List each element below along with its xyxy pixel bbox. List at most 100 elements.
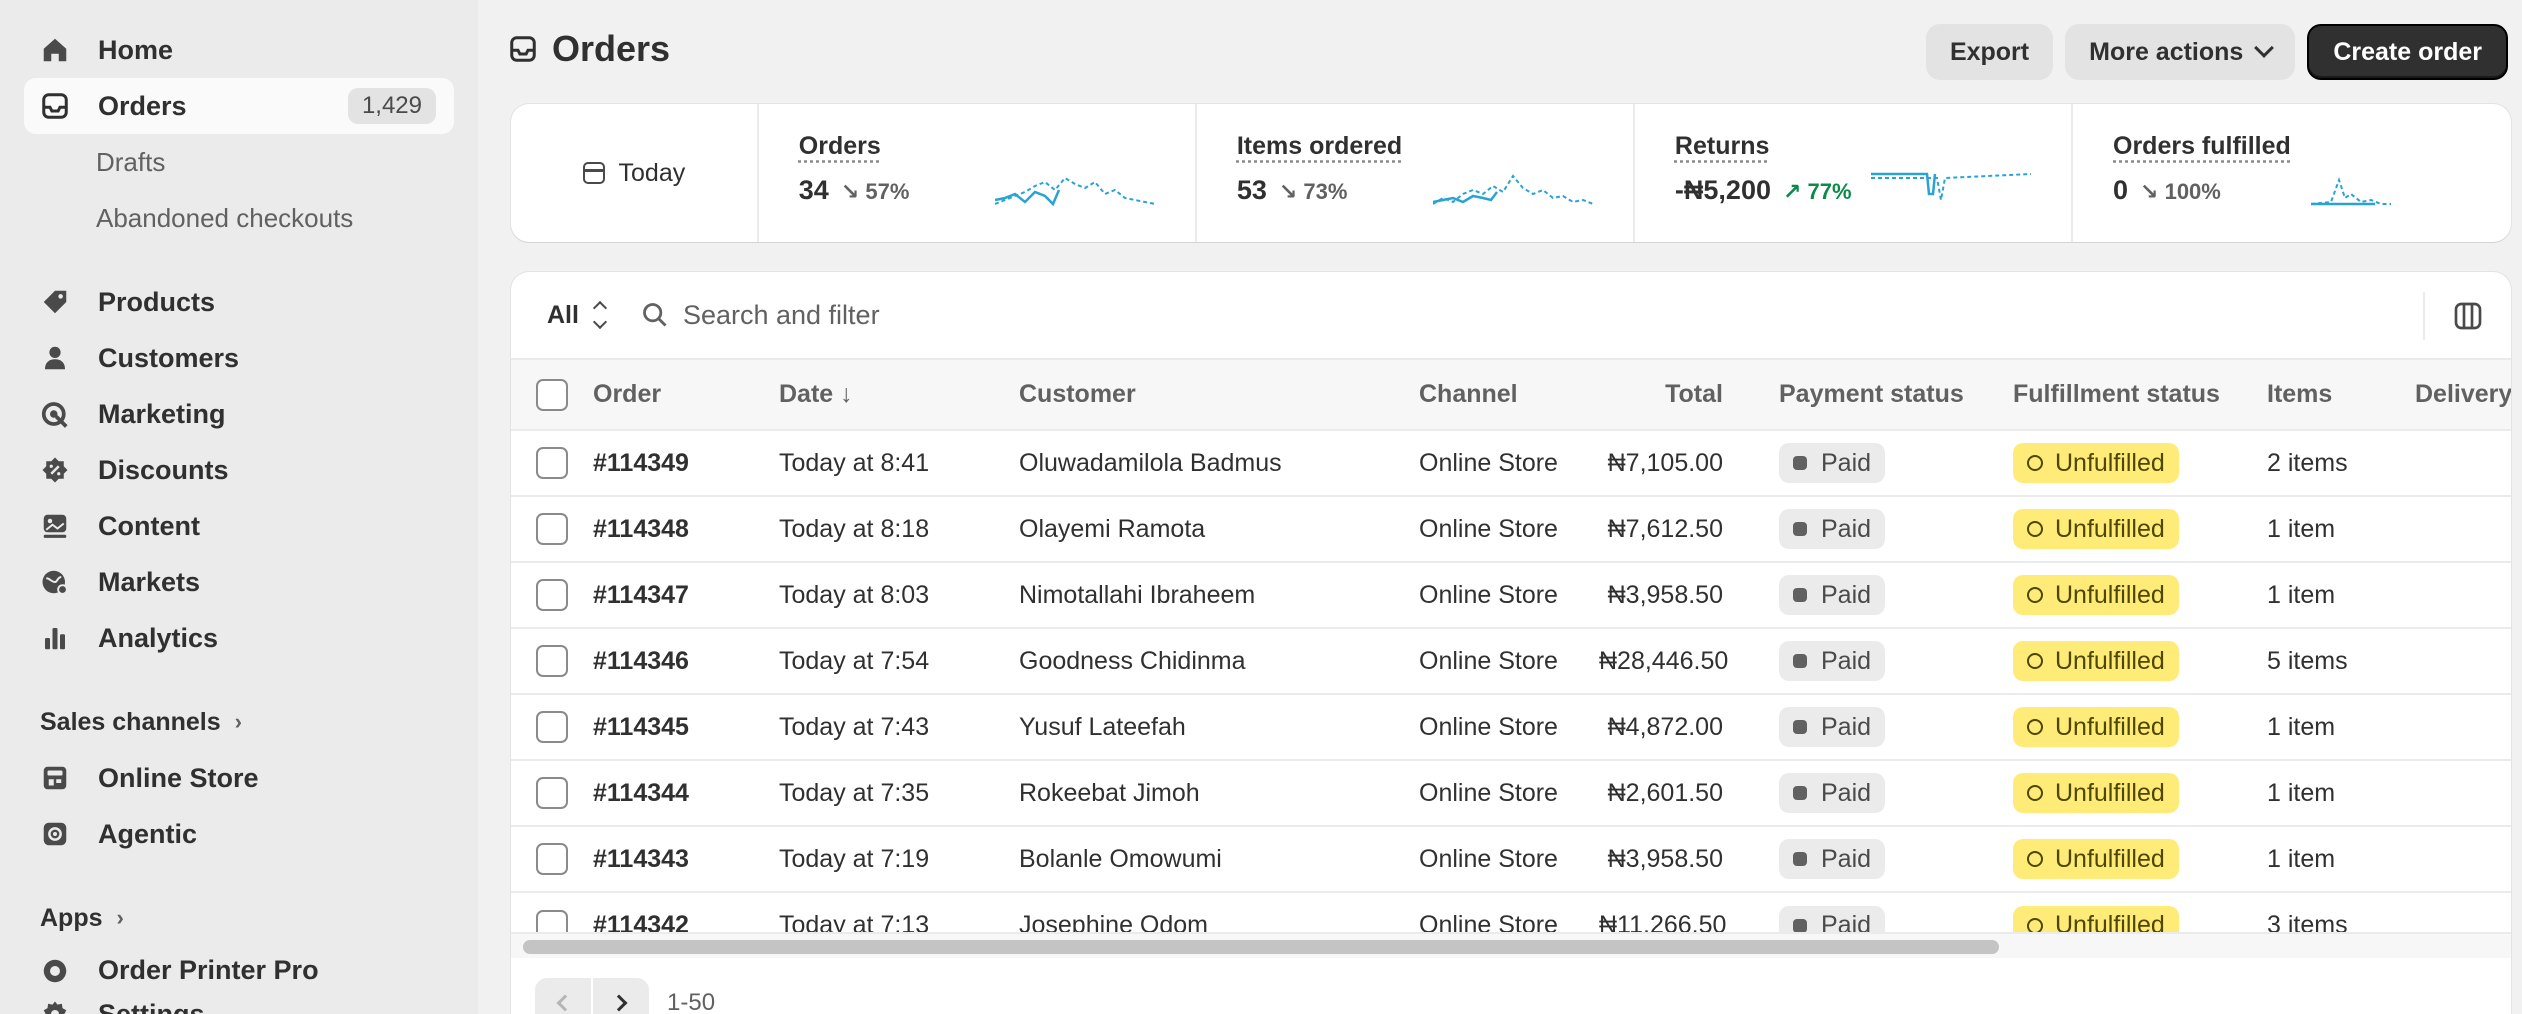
column-header-fulfillment-status[interactable]: Fulfillment status <box>2013 380 2220 408</box>
select-all-checkbox[interactable] <box>536 378 568 411</box>
chevron-right-icon <box>610 994 628 1012</box>
sidebar-item-marketing[interactable]: Marketing <box>24 386 454 442</box>
fulfillment-status-badge: Unfulfilled <box>2013 575 2179 615</box>
horizontal-scrollbar[interactable] <box>511 932 2511 958</box>
order-number[interactable]: #114348 <box>593 514 689 543</box>
column-header-channel[interactable]: Channel <box>1419 380 1518 408</box>
fulfillment-status-label: Unfulfilled <box>2055 712 2165 741</box>
order-number[interactable]: #114345 <box>593 712 689 741</box>
home-icon <box>40 35 70 65</box>
table-row[interactable]: #114345 Today at 7:43 Yusuf Lateefah Online… <box>511 694 2511 760</box>
payment-status-badge: Paid <box>1779 707 1886 747</box>
view-label: All <box>547 300 579 329</box>
chevron-right-icon: › <box>234 709 242 734</box>
column-header-delivery[interactable]: Delivery <box>2415 380 2511 408</box>
sidebar-item-analytics[interactable]: Analytics <box>24 610 454 666</box>
metric-items-ordered[interactable]: Items ordered 53 ↘ 73% <box>1197 104 1635 242</box>
inbox-icon <box>510 36 536 62</box>
column-header-order[interactable]: Order <box>593 380 662 408</box>
customer-name: Yusuf Lateefah <box>1019 712 1186 741</box>
order-number[interactable]: #114347 <box>593 580 689 609</box>
status-dot-icon <box>1793 852 1807 866</box>
apps-label: Apps <box>40 903 103 932</box>
order-number[interactable]: #114346 <box>593 646 689 675</box>
sidebar-item-online-store[interactable]: Online Store <box>24 750 454 806</box>
table-row[interactable]: #114346 Today at 7:54 Goodness Chidinma Onl… <box>511 628 2511 694</box>
search-input[interactable]: Search and filter <box>641 300 880 331</box>
sidebar-item-home[interactable]: Home <box>24 22 454 78</box>
table-row[interactable]: #114349 Today at 8:41 Oluwadamilola Badmus… <box>511 430 2511 496</box>
next-page-button[interactable] <box>593 978 649 1014</box>
row-checkbox[interactable] <box>536 843 568 875</box>
table-row[interactable]: #114348 Today at 8:18 Olayemi Ramota Online… <box>511 496 2511 562</box>
sidebar-item-abandoned-checkouts[interactable]: Abandoned checkouts <box>96 202 354 233</box>
sidebar-item-orders[interactable]: Orders 1,429 <box>24 78 454 134</box>
more-actions-button[interactable]: More actions <box>2065 24 2296 80</box>
sidebar-item-label: Agentic <box>98 818 198 849</box>
column-header-payment-status[interactable]: Payment status <box>1779 380 1964 408</box>
status-ring-icon <box>2027 653 2043 669</box>
previous-page-button[interactable] <box>535 978 591 1014</box>
sidebar-item-label: Online Store <box>98 762 259 793</box>
scrollbar-thumb[interactable] <box>523 940 1999 954</box>
filter-bar: All Search and filter <box>511 272 2511 360</box>
sidebar-item-content[interactable]: Content <box>24 498 454 554</box>
order-date: Today at 7:19 <box>779 844 930 873</box>
tag-icon <box>40 287 70 317</box>
metric-value: 53 <box>1236 175 1267 205</box>
metric-value: 0 <box>2113 175 2129 205</box>
metric-value: 34 <box>798 175 829 205</box>
metric-label: Returns <box>1674 132 1770 160</box>
sidebar-item-markets[interactable]: Markets <box>24 554 454 610</box>
row-checkbox[interactable] <box>536 777 568 809</box>
row-checkbox[interactable] <box>536 711 568 743</box>
metric-orders[interactable]: Orders 34 ↘ 57% <box>759 104 1197 242</box>
status-dot-icon <box>1793 786 1807 800</box>
metric-returns[interactable]: Returns -₦5,200 ↗ 77% <box>1635 104 2073 242</box>
chevron-down-icon <box>2254 38 2275 58</box>
table-row[interactable]: #114344 Today at 7:35 Rokeebat Jimoh Online… <box>511 760 2511 826</box>
metric-delta: ↘ 73% <box>1278 179 1348 204</box>
order-number[interactable]: #114343 <box>593 844 689 873</box>
pagination: 1-50 <box>535 978 715 1014</box>
sidebar-item-products[interactable]: Products <box>24 274 454 330</box>
order-total: ₦7,612.50 <box>1607 514 1723 543</box>
sidebar-item-customers[interactable]: Customers <box>24 330 454 386</box>
columns-toggle-button[interactable] <box>2423 292 2511 340</box>
export-button[interactable]: Export <box>1925 24 2054 80</box>
metric-orders-fulfilled[interactable]: Orders fulfilled 0 ↘ 100% <box>2073 104 2511 242</box>
table-row[interactable]: #114347 Today at 8:03 Nimotallahi Ibraheem… <box>511 562 2511 628</box>
fulfillment-status-label: Unfulfilled <box>2055 844 2165 873</box>
table-header-row: Order Date ↓ Customer Channel Total Paym… <box>511 360 2511 430</box>
sidebar-item-label: Products <box>98 286 216 317</box>
sidebar-item-discounts[interactable]: Discounts <box>24 442 454 498</box>
view-selector[interactable]: All <box>547 300 608 330</box>
sidebar-item-drafts[interactable]: Drafts <box>96 146 166 177</box>
column-header-date[interactable]: Date ↓ <box>779 380 853 408</box>
create-order-button[interactable]: Create order <box>2307 24 2508 80</box>
printer-app-icon <box>40 956 70 986</box>
column-header-total[interactable]: Total <box>1665 380 1723 408</box>
orders-table: Order Date ↓ Customer Channel Total Paym… <box>511 360 2511 958</box>
column-header-customer[interactable]: Customer <box>1019 380 1136 408</box>
sidebar-item-label: Marketing <box>98 398 226 429</box>
sidebar-item-settings[interactable]: Settings <box>24 986 454 1014</box>
table-row[interactable]: #114343 Today at 7:19 Bolanle Omowumi Onlin… <box>511 826 2511 892</box>
apps-heading[interactable]: Apps › <box>0 890 478 946</box>
sales-channels-heading[interactable]: Sales channels › <box>0 694 478 750</box>
column-header-items[interactable]: Items <box>2267 380 2333 408</box>
date-range-picker[interactable]: Today <box>511 104 759 242</box>
page-title: Orders <box>552 28 671 69</box>
order-date: Today at 7:35 <box>779 778 930 807</box>
sparkline-chart <box>994 176 1155 207</box>
sidebar-item-order-printer-pro[interactable]: Order Printer Pro <box>24 946 454 986</box>
order-number[interactable]: #114344 <box>593 778 689 807</box>
row-checkbox[interactable] <box>536 513 568 545</box>
sidebar-item-agentic[interactable]: Agentic <box>24 806 454 862</box>
row-checkbox[interactable] <box>536 579 568 611</box>
row-checkbox[interactable] <box>536 645 568 677</box>
row-checkbox[interactable] <box>536 447 568 479</box>
customer-name: Nimotallahi Ibraheem <box>1019 580 1256 609</box>
order-number[interactable]: #114349 <box>593 448 689 477</box>
status-ring-icon <box>2027 719 2043 735</box>
